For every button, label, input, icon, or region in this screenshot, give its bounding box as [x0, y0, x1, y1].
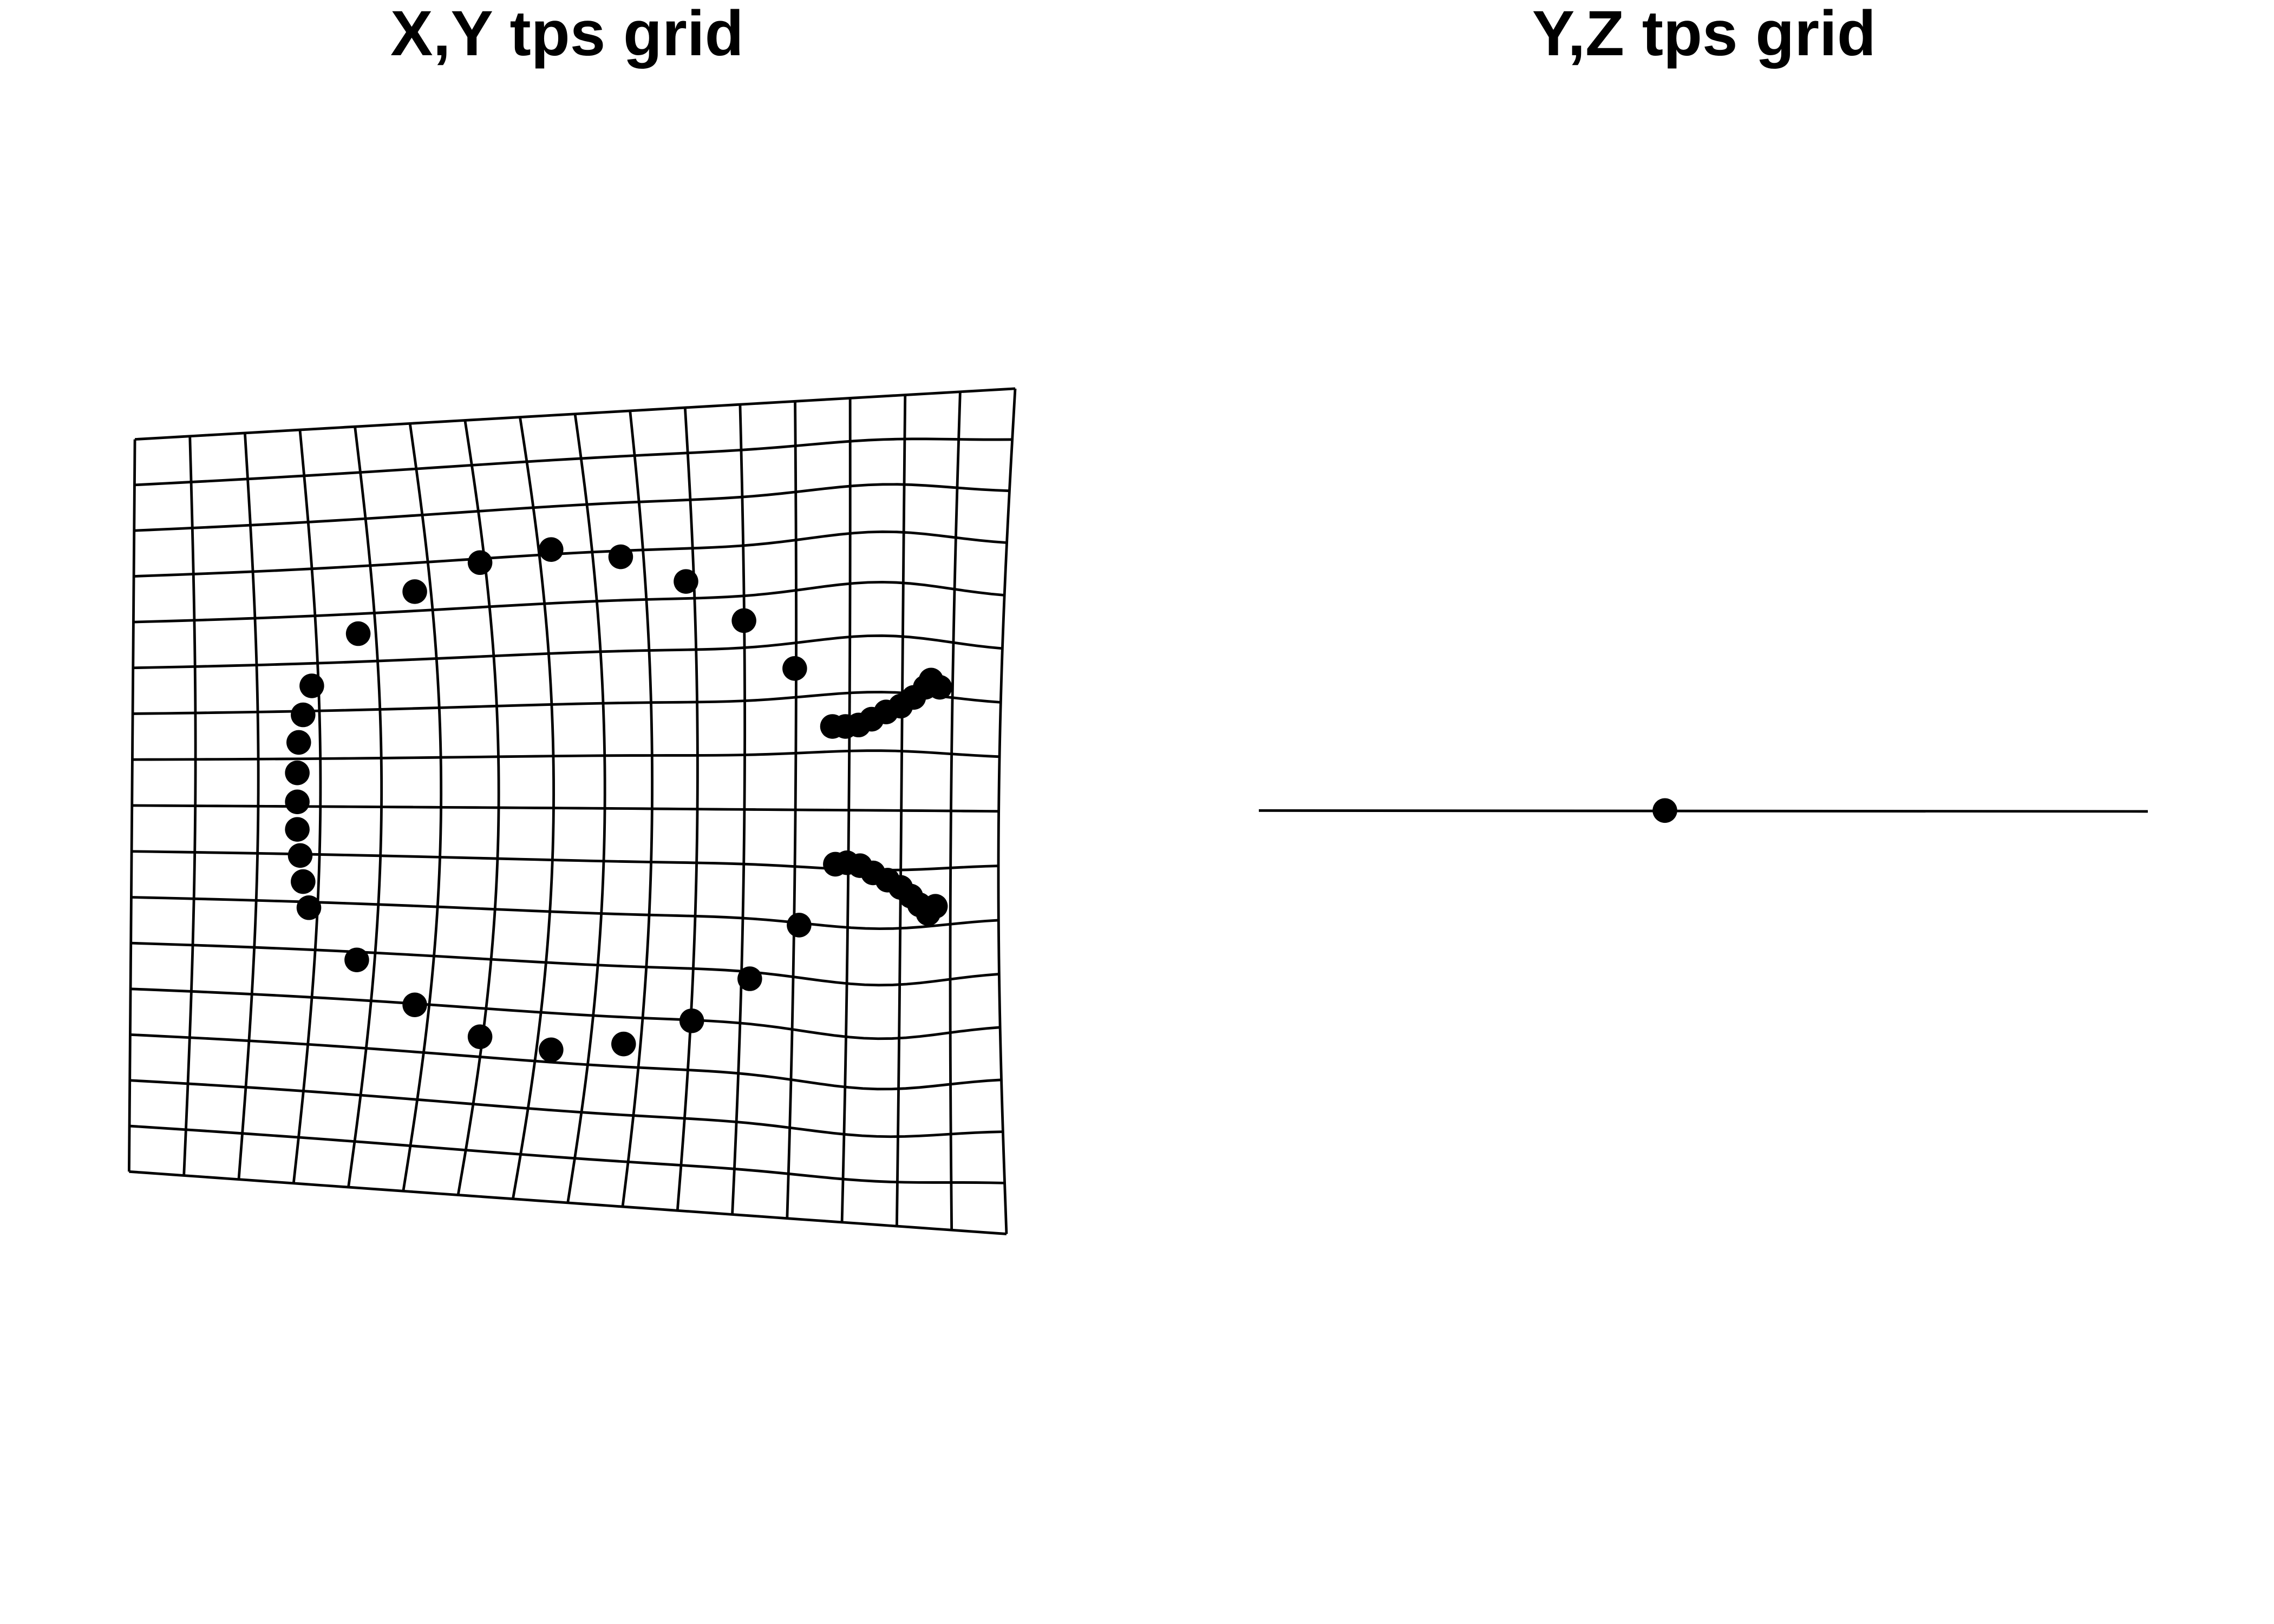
landmark-point: [679, 1008, 704, 1033]
landmark-point: [608, 544, 633, 569]
yz-panel-title: Y,Z tps grid: [1532, 0, 1876, 69]
landmark-point: [402, 992, 427, 1018]
landmark-point: [285, 760, 310, 785]
landmark-point: [539, 537, 564, 562]
landmark-point: [737, 966, 762, 991]
grid-row-line: [134, 530, 1007, 578]
grid-row-line: [132, 749, 1000, 761]
grid-row-line: [134, 387, 1016, 441]
landmark-point: [291, 702, 316, 728]
xy-landmark-points: [285, 537, 952, 1063]
landmark-point: [467, 1024, 493, 1049]
grid-row-line: [131, 896, 999, 931]
grid-row-line: [133, 634, 1003, 670]
landmark-point: [296, 895, 322, 920]
grid-column-line: [997, 388, 1017, 1234]
landmark-point: [402, 579, 427, 604]
landmark-point: [927, 675, 952, 700]
landmark-point: [611, 1031, 636, 1057]
landmark-point: [287, 843, 313, 868]
landmark-point: [923, 894, 948, 919]
xy-deformation-grid: [127, 387, 1017, 1235]
landmark-point: [674, 569, 698, 594]
grid-row-line: [129, 1124, 1005, 1184]
grid-row-line: [130, 987, 1001, 1040]
grid-row-line: [132, 804, 999, 813]
landmark-point: [285, 789, 310, 815]
landmark-point: [299, 673, 324, 698]
landmark-point: [1652, 798, 1677, 823]
yz-collapsed-grid-line: [1258, 809, 2148, 813]
grid-row-line: [134, 483, 1010, 532]
grid-row-line: [134, 437, 1012, 487]
landmark-point: [731, 608, 756, 633]
landmark-point: [345, 621, 371, 646]
xy-panel: X,Y tps grid: [127, 0, 1017, 1235]
grid-row-line: [129, 1079, 1003, 1138]
grid-row-line: [133, 580, 1005, 624]
landmark-point: [291, 869, 316, 894]
landmark-point: [286, 730, 311, 755]
landmark-point: [782, 656, 807, 681]
landmark-point: [467, 550, 493, 575]
grid-row-line: [129, 1170, 1007, 1235]
landmark-point: [787, 913, 812, 938]
landmark-point: [344, 947, 369, 972]
yz-landmark-points: [1652, 798, 1677, 823]
landmark-point: [539, 1037, 564, 1063]
grid-row-line: [130, 1033, 1002, 1091]
landmark-point: [285, 817, 310, 842]
yz-panel: Y,Z tps grid: [1258, 0, 2148, 823]
grid-row-line: [130, 941, 999, 987]
xy-panel-title: X,Y tps grid: [390, 0, 744, 69]
